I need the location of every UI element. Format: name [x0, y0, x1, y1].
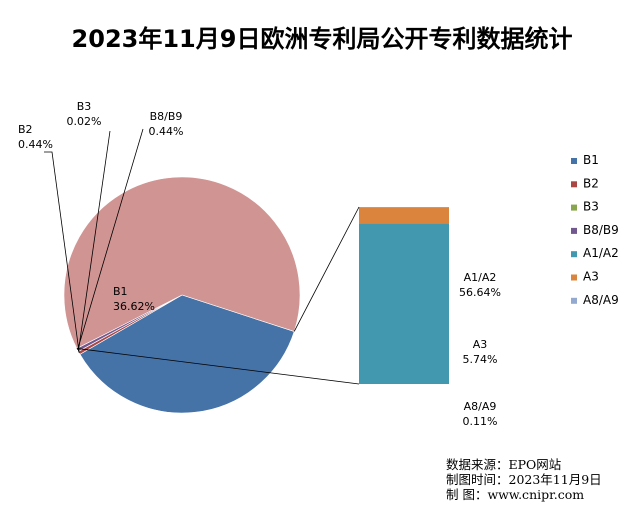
- data-label-b3-value: 0.02%: [67, 115, 102, 128]
- legend-label-b8-b9: B8/B9: [583, 223, 619, 237]
- data-label-a1-a2-name: A1/A2: [464, 271, 497, 284]
- date-line: 制图时间：2023年11月9日: [446, 472, 602, 487]
- legend-label-b2: B2: [583, 176, 599, 190]
- data-label-a8-a9-value: 0.11%: [463, 415, 498, 428]
- author-line: 制 图：www.cnipr.com: [446, 487, 584, 502]
- data-label-b2-name: B2: [18, 123, 33, 136]
- data-label-b3-name: B3: [77, 100, 92, 113]
- data-label-a3-value: 5.74%: [463, 353, 498, 366]
- data-label-b2-value: 0.44%: [18, 138, 53, 151]
- legend-swatch-b2: [571, 181, 577, 187]
- legend-label-b3: B3: [583, 200, 599, 214]
- data-label-a3-name: A3: [473, 338, 488, 351]
- bar-segment-a3: [359, 207, 449, 223]
- legend-swatch-a3: [571, 275, 577, 281]
- bar-segment-a1-a2: [359, 224, 449, 384]
- data-label-b1-value: 36.62%: [113, 300, 155, 313]
- data-label-b1-name: B1: [113, 285, 128, 298]
- legend-swatch-a1-a2: [571, 251, 577, 257]
- legend-swatch-b8-b9: [571, 228, 577, 234]
- legend-swatch-a8-a9: [571, 298, 577, 304]
- data-label-a8-a9-name: A8/A9: [464, 400, 497, 413]
- legend-label-a1-a2: A1/A2: [583, 246, 619, 260]
- legend-label-a8-a9: A8/A9: [583, 293, 619, 307]
- data-label-a1-a2-value: 56.64%: [459, 286, 501, 299]
- data-label-b8-b9-value: 0.44%: [149, 125, 184, 138]
- connector-line-top: [294, 207, 359, 331]
- data-label-b8-b9-name: B8/B9: [150, 110, 183, 123]
- pie-of-bar-chart: B1 36.62% B2 0.44% B3 0.02% B8/B9 0.44% A1/A2 56.…: [18, 100, 501, 428]
- legend-swatch-b3: [571, 205, 577, 211]
- legend-label-a3: A3: [583, 270, 599, 284]
- legend: B1 B2 B3 B8/B9 A1/A2 A3 A8/A9: [571, 153, 619, 307]
- source-line: 数据来源：EPO网站: [446, 457, 561, 472]
- legend-swatch-b1: [571, 158, 577, 164]
- chart-title: 2023年11月9日欧洲专利局公开专利数据统计: [72, 25, 573, 53]
- legend-label-b1: B1: [583, 153, 599, 167]
